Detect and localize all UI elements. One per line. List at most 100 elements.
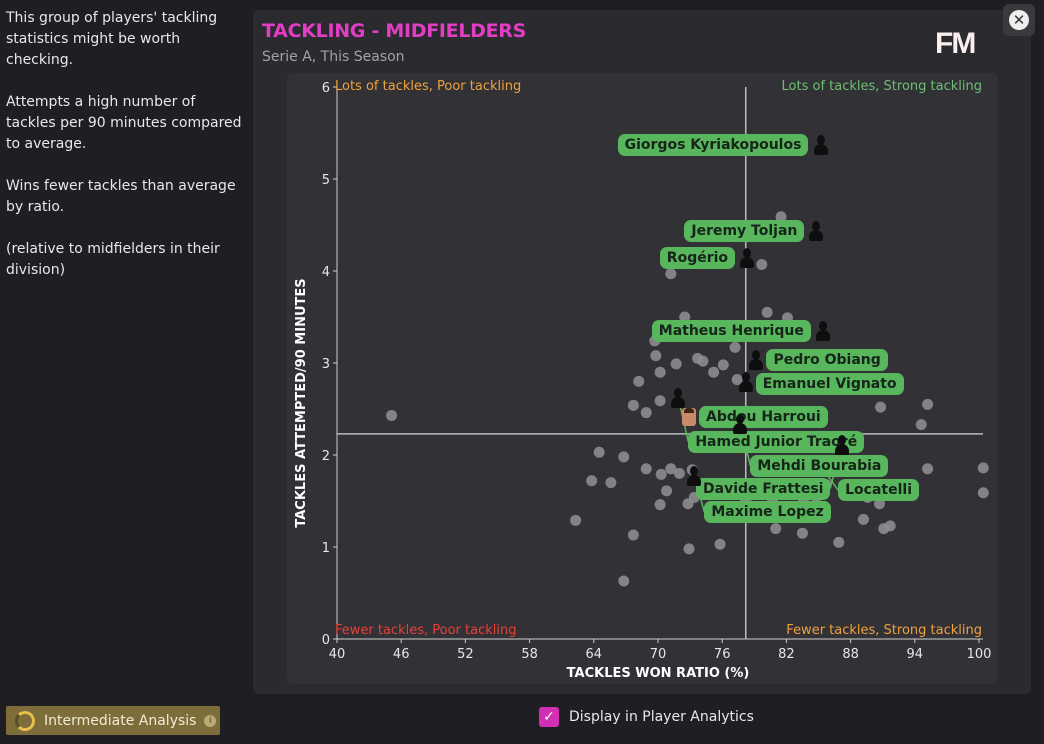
close-button[interactable]: ✕ bbox=[1003, 4, 1035, 36]
data-point bbox=[977, 462, 989, 474]
data-point bbox=[654, 499, 666, 511]
x-tick-label: 52 bbox=[457, 647, 474, 662]
player-label[interactable]: Pedro Obiang bbox=[766, 349, 888, 372]
data-point bbox=[654, 366, 666, 378]
player-silhouette-icon[interactable] bbox=[749, 350, 764, 371]
x-tick-label: 100 bbox=[967, 647, 992, 662]
player-photo-icon[interactable] bbox=[682, 408, 697, 427]
data-point bbox=[714, 538, 726, 550]
player-label[interactable]: Rogério bbox=[659, 247, 736, 270]
chart-subtitle: Serie A, This Season bbox=[262, 49, 405, 65]
data-point bbox=[683, 543, 695, 555]
data-point bbox=[627, 399, 639, 411]
data-point bbox=[605, 477, 617, 489]
x-tick-label: 58 bbox=[521, 647, 538, 662]
y-tick-label: 5 bbox=[322, 173, 330, 188]
x-tick-label: 70 bbox=[650, 647, 667, 662]
data-point bbox=[857, 513, 869, 525]
chart-title: TACKLING - MIDFIELDERS bbox=[262, 20, 526, 42]
data-point bbox=[775, 211, 787, 223]
player-silhouette-icon[interactable] bbox=[835, 434, 850, 455]
data-point bbox=[673, 467, 685, 479]
info-icon[interactable]: i bbox=[204, 714, 217, 727]
player-silhouette-icon[interactable] bbox=[809, 221, 824, 242]
player-label[interactable]: Jeremy Toljan bbox=[684, 220, 805, 243]
player-silhouette-icon[interactable] bbox=[813, 134, 828, 155]
y-tick-label: 3 bbox=[322, 357, 330, 372]
data-point bbox=[922, 398, 934, 410]
y-axis-label: TACKLES ATTEMPTED/90 MINUTES bbox=[294, 278, 309, 527]
quadrant-label-top-right: Lots of tackles, Strong tackling bbox=[782, 79, 982, 94]
y-tick-label: 1 bbox=[322, 541, 330, 556]
quadrant-label-bottom-right: Fewer tackles, Strong tackling bbox=[786, 623, 982, 638]
data-point bbox=[586, 475, 598, 487]
y-tick-label: 6 bbox=[322, 81, 330, 96]
data-point bbox=[915, 419, 927, 431]
player-silhouette-icon[interactable] bbox=[671, 387, 686, 408]
display-in-analytics-checkbox[interactable]: ✓ Display in Player Analytics bbox=[539, 707, 754, 727]
intermediate-analysis-badge[interactable]: Intermediate Analysis i bbox=[6, 706, 220, 735]
data-point bbox=[875, 401, 887, 413]
x-tick-label: 76 bbox=[714, 647, 731, 662]
player-label[interactable]: Locatelli bbox=[838, 479, 919, 502]
close-icon: ✕ bbox=[1009, 10, 1029, 30]
data-point bbox=[833, 536, 845, 548]
player-label[interactable]: Hamed Junior Traoré bbox=[688, 430, 865, 453]
data-point bbox=[717, 359, 729, 371]
y-tick-label: 2 bbox=[322, 449, 330, 464]
data-point bbox=[654, 395, 666, 407]
player-label[interactable]: Giorgos Kyriakopoulos bbox=[617, 133, 809, 156]
data-point bbox=[708, 366, 720, 378]
data-point bbox=[670, 358, 682, 370]
player-label[interactable]: Maxime Lopez bbox=[704, 501, 831, 524]
player-silhouette-icon[interactable] bbox=[733, 413, 748, 434]
data-point bbox=[665, 268, 677, 280]
player-silhouette-icon[interactable] bbox=[687, 466, 702, 487]
data-point bbox=[627, 529, 639, 541]
x-tick-label: 46 bbox=[393, 647, 410, 662]
data-point bbox=[655, 468, 667, 480]
data-point bbox=[593, 446, 605, 458]
data-point bbox=[640, 463, 652, 475]
data-point bbox=[697, 355, 709, 367]
x-tick-label: 94 bbox=[907, 647, 924, 662]
data-point bbox=[665, 463, 677, 475]
progress-ring-icon bbox=[15, 710, 35, 731]
player-label[interactable]: Matheus Henrique bbox=[651, 319, 811, 342]
data-point bbox=[640, 407, 652, 419]
quadrant-label-bottom-left: Fewer tackles, Poor tackling bbox=[335, 623, 516, 638]
data-point bbox=[570, 514, 582, 526]
fm-logo: FM bbox=[935, 27, 976, 60]
checkmark-icon: ✓ bbox=[539, 707, 559, 727]
x-tick-label: 64 bbox=[586, 647, 603, 662]
data-point bbox=[661, 485, 673, 497]
data-point bbox=[633, 375, 645, 387]
data-point bbox=[884, 520, 896, 532]
y-tick-label: 4 bbox=[322, 265, 330, 280]
x-axis-label: TACKLES WON RATIO (%) bbox=[567, 666, 750, 681]
insight-text: Wins fewer tackles than average by ratio… bbox=[6, 178, 236, 215]
player-label[interactable]: Emanuel Vignato bbox=[755, 373, 904, 396]
data-point bbox=[756, 259, 768, 271]
data-point bbox=[679, 311, 691, 323]
data-point bbox=[386, 409, 398, 421]
data-point bbox=[761, 306, 773, 318]
player-silhouette-icon[interactable] bbox=[815, 320, 830, 341]
data-point bbox=[650, 350, 662, 362]
player-silhouette-icon[interactable] bbox=[738, 372, 753, 393]
x-tick-label: 88 bbox=[842, 647, 859, 662]
y-tick-label: 0 bbox=[322, 633, 330, 648]
data-point bbox=[618, 451, 630, 463]
player-label[interactable]: Mehdi Bourabia bbox=[750, 454, 889, 477]
analysis-label: Intermediate Analysis bbox=[44, 712, 197, 729]
data-point bbox=[922, 463, 934, 475]
player-silhouette-icon[interactable] bbox=[739, 248, 754, 269]
insight-description: This group of players' tackling statisti… bbox=[6, 8, 246, 302]
data-point bbox=[618, 575, 630, 587]
checkbox-label: Display in Player Analytics bbox=[569, 709, 754, 725]
player-label[interactable]: Abdou Harroui bbox=[699, 406, 828, 429]
player-label[interactable]: Davide Frattesi bbox=[696, 477, 831, 500]
data-point bbox=[796, 527, 808, 539]
x-tick-label: 40 bbox=[329, 647, 346, 662]
